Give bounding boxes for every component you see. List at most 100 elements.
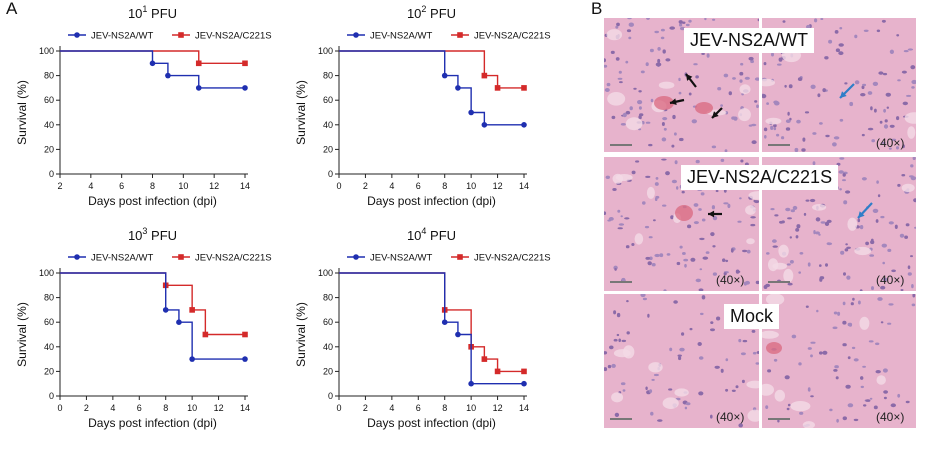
cell-nucleus xyxy=(706,53,710,58)
cell-nucleus xyxy=(620,215,623,218)
magnification-label: (40×) xyxy=(876,273,905,287)
cell-nucleus xyxy=(700,312,704,316)
cell-nucleus xyxy=(842,173,846,177)
histology-panel: JEV-NS2A/WT JEV-NS2A/C221S Mock (40×) (4… xyxy=(604,18,916,428)
vacuole xyxy=(673,213,682,224)
cell-nucleus xyxy=(669,26,675,30)
cell-nucleus xyxy=(648,143,653,147)
cell-nucleus xyxy=(836,418,839,423)
cell-nucleus xyxy=(702,256,709,260)
cell-nucleus xyxy=(607,219,612,222)
cell-nucleus xyxy=(688,19,692,23)
x-tick-label: 0 xyxy=(336,403,341,413)
cell-nucleus xyxy=(690,257,696,262)
cell-nucleus xyxy=(684,263,687,268)
cell-nucleus xyxy=(613,310,617,315)
cell-nucleus xyxy=(842,343,847,347)
cell-nucleus xyxy=(661,158,667,161)
y-tick-label: 0 xyxy=(328,391,333,401)
data-point xyxy=(162,307,169,313)
cell-nucleus xyxy=(651,378,655,381)
cell-nucleus xyxy=(772,245,778,248)
cell-nucleus xyxy=(614,412,620,417)
cell-nucleus xyxy=(833,311,838,315)
cell-nucleus xyxy=(902,101,908,106)
cell-nucleus xyxy=(754,77,759,81)
series-line xyxy=(339,272,524,373)
cell-nucleus xyxy=(789,260,794,264)
x-tick-label: 14 xyxy=(519,403,529,413)
cell-nucleus xyxy=(789,236,792,239)
data-point xyxy=(242,331,248,338)
cell-nucleus xyxy=(698,288,704,291)
cell-nucleus xyxy=(755,280,759,285)
cell-nucleus xyxy=(672,114,676,120)
cell-nucleus xyxy=(741,379,745,384)
cell-nucleus xyxy=(871,286,874,291)
cell-nucleus xyxy=(879,120,883,124)
y-tick-label: 0 xyxy=(328,169,333,179)
cell-nucleus xyxy=(662,49,666,54)
cell-nucleus xyxy=(802,137,806,142)
cell-nucleus xyxy=(712,216,718,221)
cell-nucleus xyxy=(810,354,813,358)
cell-nucleus xyxy=(693,203,699,207)
cell-nucleus xyxy=(625,110,631,115)
cell-nucleus xyxy=(615,57,620,61)
cell-nucleus xyxy=(654,197,658,201)
cell-nucleus xyxy=(750,223,756,227)
cell-nucleus xyxy=(771,52,774,57)
cell-nucleus xyxy=(785,127,791,131)
legend-marker xyxy=(178,32,184,38)
y-axis-label: Survival (%) xyxy=(294,80,308,145)
cell-nucleus xyxy=(673,300,678,304)
data-point xyxy=(242,356,248,362)
cell-nucleus xyxy=(907,48,914,51)
cell-nucleus xyxy=(644,225,650,229)
cell-nucleus xyxy=(695,159,700,164)
cell-nucleus xyxy=(845,243,848,246)
cell-nucleus xyxy=(787,111,790,116)
magnification-label: (40×) xyxy=(876,410,905,424)
y-tick-label: 0 xyxy=(49,391,54,401)
x-tick-label: 8 xyxy=(150,181,155,191)
y-tick-label: 80 xyxy=(44,293,54,303)
cell-nucleus xyxy=(786,263,791,266)
cell-nucleus xyxy=(873,405,878,410)
cell-nucleus xyxy=(867,91,873,95)
chart-title: 104 PFU xyxy=(407,226,456,243)
cell-nucleus xyxy=(861,177,867,181)
y-tick-label: 40 xyxy=(323,342,333,352)
cell-nucleus xyxy=(676,186,679,190)
cell-nucleus xyxy=(701,52,705,56)
cell-nucleus xyxy=(897,79,901,82)
vacuole xyxy=(674,388,689,397)
cell-nucleus xyxy=(710,232,715,237)
cell-nucleus xyxy=(896,146,899,150)
x-tick-label: 4 xyxy=(389,181,394,191)
cell-nucleus xyxy=(757,18,759,22)
cell-nucleus xyxy=(722,258,726,262)
cell-nucleus xyxy=(837,311,841,316)
magnification-label: (40×) xyxy=(716,410,745,424)
cell-nucleus xyxy=(872,81,879,86)
legend-marker xyxy=(457,254,463,260)
y-tick-label: 40 xyxy=(44,342,54,352)
vacuole xyxy=(847,217,858,231)
tissue-background xyxy=(762,294,916,428)
y-tick-label: 40 xyxy=(323,120,333,130)
y-tick-label: 0 xyxy=(49,169,54,179)
cell-nucleus xyxy=(902,144,905,149)
cell-nucleus xyxy=(705,251,710,254)
vacuole xyxy=(876,375,886,385)
cell-nucleus xyxy=(631,243,635,246)
cell-nucleus xyxy=(849,101,854,107)
y-tick-label: 20 xyxy=(323,144,333,154)
y-axis-label: Survival (%) xyxy=(15,80,29,145)
cell-nucleus xyxy=(863,404,867,407)
chart-title: 103 PFU xyxy=(128,226,177,243)
cell-nucleus xyxy=(896,34,900,37)
cell-nucleus xyxy=(897,393,901,398)
vacuole xyxy=(623,345,635,359)
cell-nucleus xyxy=(882,261,885,265)
